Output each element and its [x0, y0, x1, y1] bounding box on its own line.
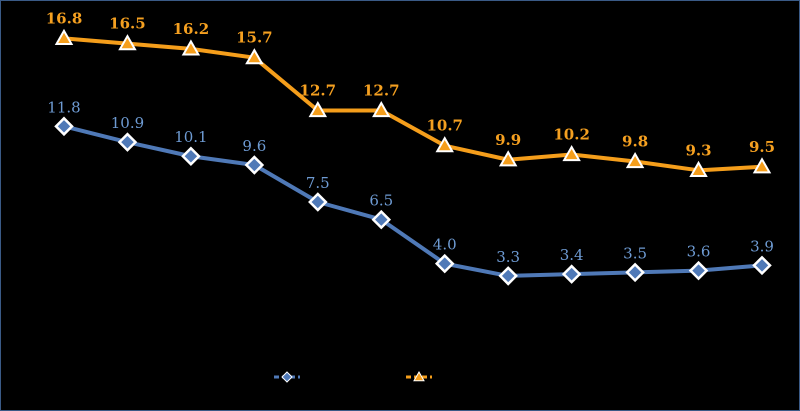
point-blue-9 — [561, 264, 582, 284]
data-label-orange-7: 10.7 — [426, 117, 463, 135]
data-label-orange-1: 16.8 — [46, 9, 83, 27]
data-label-blue-5: 7.5 — [306, 174, 330, 192]
point-orange-11 — [689, 160, 708, 177]
point-blue-2 — [117, 132, 138, 152]
point-orange-1 — [54, 28, 74, 45]
series-line-orange — [63, 36, 763, 173]
legend-marker-blue — [281, 371, 293, 383]
data-label-orange-3: 16.2 — [173, 20, 210, 38]
legend-marker-orange — [413, 370, 425, 382]
point-blue-11 — [688, 260, 709, 281]
point-blue-12 — [752, 255, 772, 276]
point-blue-7 — [434, 253, 455, 274]
data-label-orange-11: 9.3 — [685, 141, 711, 159]
point-orange-5 — [308, 100, 328, 118]
point-blue-10 — [625, 262, 645, 283]
point-orange-8 — [498, 150, 518, 167]
point-blue-5 — [308, 192, 328, 212]
point-blue-6 — [371, 209, 392, 230]
data-label-blue-1: 11.8 — [47, 98, 80, 116]
series-line-blue — [63, 124, 763, 278]
plot-area: 11.8 10.9 10.1 9.6 7.5 6.5 4.0 3.3 3.4 3.5 3.6 3.9 1… — [46, 9, 775, 286]
point-orange-6 — [372, 100, 391, 118]
point-blue-3 — [181, 146, 201, 167]
data-label-orange-5: 12.7 — [300, 81, 337, 99]
data-label-blue-6: 6.5 — [369, 192, 393, 210]
data-label-blue-8: 3.3 — [496, 248, 520, 266]
data-label-blue-9: 3.4 — [560, 246, 584, 264]
data-label-orange-10: 9.8 — [622, 133, 648, 151]
data-label-orange-8: 9.9 — [495, 131, 521, 149]
data-label-blue-2: 10.9 — [111, 114, 144, 132]
data-label-blue-10: 3.5 — [623, 244, 647, 262]
data-label-blue-4: 9.6 — [242, 137, 266, 155]
point-blue-1 — [54, 116, 74, 137]
data-label-orange-6: 12.7 — [363, 81, 400, 99]
data-label-orange-9: 10.2 — [553, 125, 590, 143]
data-label-blue-3: 10.1 — [174, 128, 207, 146]
data-label-blue-11: 3.6 — [687, 243, 711, 261]
data-label-orange-2: 16.5 — [109, 15, 146, 33]
data-label-orange-4: 15.7 — [236, 29, 273, 47]
point-blue-4 — [244, 155, 265, 175]
data-label-blue-12: 3.9 — [750, 237, 774, 255]
point-orange-3 — [181, 39, 201, 56]
point-orange-10 — [625, 152, 645, 169]
data-label-orange-12: 9.5 — [749, 138, 775, 156]
data-label-blue-7: 4.0 — [433, 236, 457, 254]
point-blue-8 — [498, 266, 518, 286]
point-orange-7 — [435, 136, 454, 153]
point-orange-2 — [118, 34, 137, 51]
point-orange-12 — [752, 157, 772, 174]
legend — [274, 370, 432, 383]
point-orange-4 — [245, 48, 264, 65]
point-orange-9 — [562, 144, 581, 162]
